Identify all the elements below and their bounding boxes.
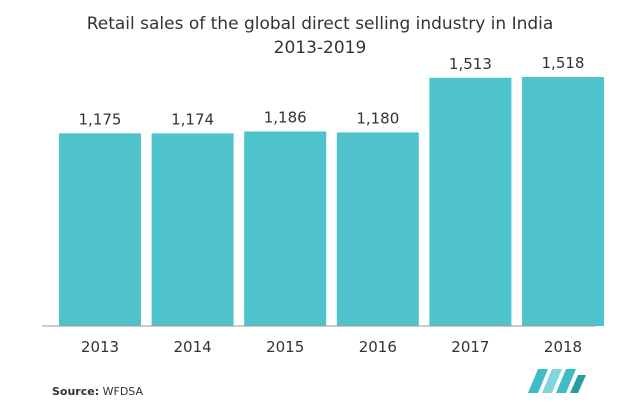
x-tick-labels-group: 2013 2014 2015 2016 2017 2018 xyxy=(81,338,582,356)
bar-2014 xyxy=(151,133,234,326)
bar-2015 xyxy=(244,131,327,326)
x-tick-label-2016: 2016 xyxy=(359,338,397,356)
value-label-2016: 1,180 xyxy=(356,109,399,127)
x-tick-label-2015: 2015 xyxy=(266,338,304,356)
brand-logo-icon xyxy=(528,369,586,393)
value-label-2013: 1,175 xyxy=(79,110,122,128)
value-labels-group: 1,175 1,174 1,186 1,180 1,513 1,518 xyxy=(79,54,585,128)
value-label-2017: 1,513 xyxy=(449,55,492,73)
x-tick-label-2018: 2018 xyxy=(544,338,582,356)
bars-group xyxy=(59,77,604,326)
x-tick-label-2013: 2013 xyxy=(81,338,119,356)
x-tick-label-2014: 2014 xyxy=(174,338,212,356)
bar-2018 xyxy=(522,77,604,326)
chart-title: Retail sales of the global direct sellin… xyxy=(86,14,554,58)
source-note: Source: WFDSA xyxy=(52,385,143,398)
value-label-2014: 1,174 xyxy=(171,110,214,128)
value-label-2018: 1,518 xyxy=(542,54,585,72)
bar-2016 xyxy=(336,132,419,326)
bar-2013 xyxy=(59,133,141,326)
x-tick-label-2017: 2017 xyxy=(451,338,489,356)
source-value: WFDSA xyxy=(102,385,144,398)
source-label: Source: xyxy=(52,385,100,398)
value-label-2015: 1,186 xyxy=(264,109,307,127)
bar-2017 xyxy=(429,77,512,326)
